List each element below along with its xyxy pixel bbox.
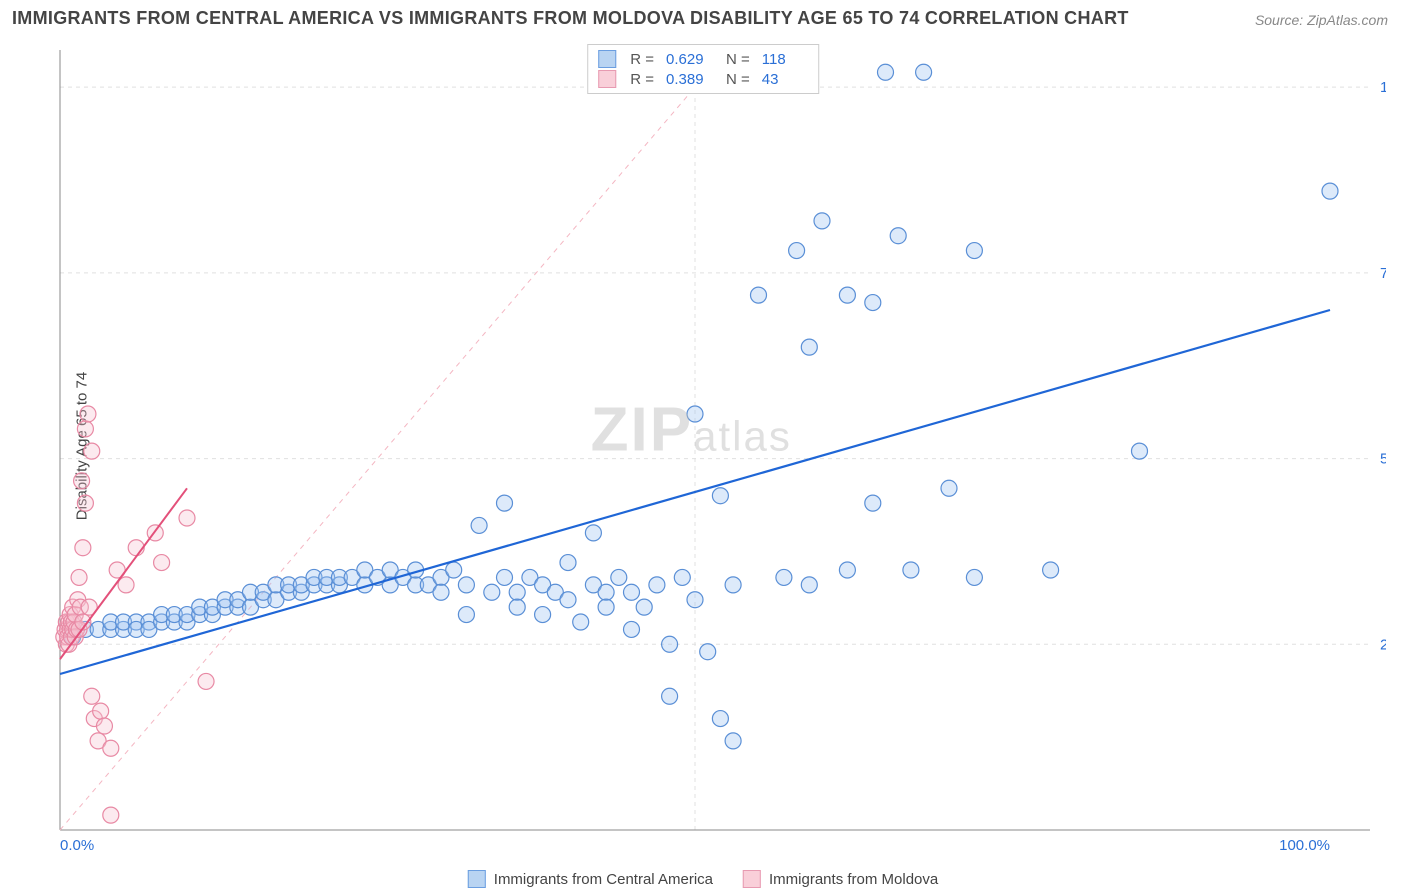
n-label: N =: [726, 71, 750, 88]
swatch-series-1: [598, 70, 616, 88]
chart-title: IMMIGRANTS FROM CENTRAL AMERICA VS IMMIG…: [12, 8, 1129, 29]
series-name-1: Immigrants from Moldova: [769, 871, 938, 888]
n-value-0: 118: [762, 51, 808, 68]
legend-item-1: Immigrants from Moldova: [743, 870, 938, 888]
svg-text:25.0%: 25.0%: [1380, 636, 1386, 653]
swatch-series-1: [743, 870, 761, 888]
r-label: R =: [630, 51, 654, 68]
svg-text:75.0%: 75.0%: [1380, 265, 1386, 282]
svg-text:50.0%: 50.0%: [1380, 451, 1386, 468]
legend-stats: R = 0.629 N = 118 R = 0.389 N = 43: [587, 44, 819, 94]
svg-text:100.0%: 100.0%: [1380, 79, 1386, 96]
swatch-series-0: [468, 870, 486, 888]
n-label: N =: [726, 51, 750, 68]
scatter-plot-svg: 25.0% 50.0% 75.0% 100.0% 0.0% 100.0%: [50, 40, 1386, 852]
legend-stats-row-1: R = 0.389 N = 43: [598, 69, 808, 89]
svg-text:100.0%: 100.0%: [1279, 837, 1330, 852]
source-credit: Source: ZipAtlas.com: [1255, 12, 1388, 28]
r-value-1: 0.389: [666, 71, 712, 88]
series-name-0: Immigrants from Central America: [494, 871, 713, 888]
swatch-series-0: [598, 50, 616, 68]
svg-text:0.0%: 0.0%: [60, 837, 94, 852]
r-value-0: 0.629: [666, 51, 712, 68]
legend-series: Immigrants from Central America Immigran…: [468, 870, 938, 888]
legend-stats-row-0: R = 0.629 N = 118: [598, 49, 808, 69]
chart-area: 25.0%50.0%75.0%100.0%0.0%100.0% ZIPatlas: [50, 40, 1386, 852]
r-label: R =: [630, 71, 654, 88]
legend-item-0: Immigrants from Central America: [468, 870, 713, 888]
n-value-1: 43: [762, 71, 808, 88]
